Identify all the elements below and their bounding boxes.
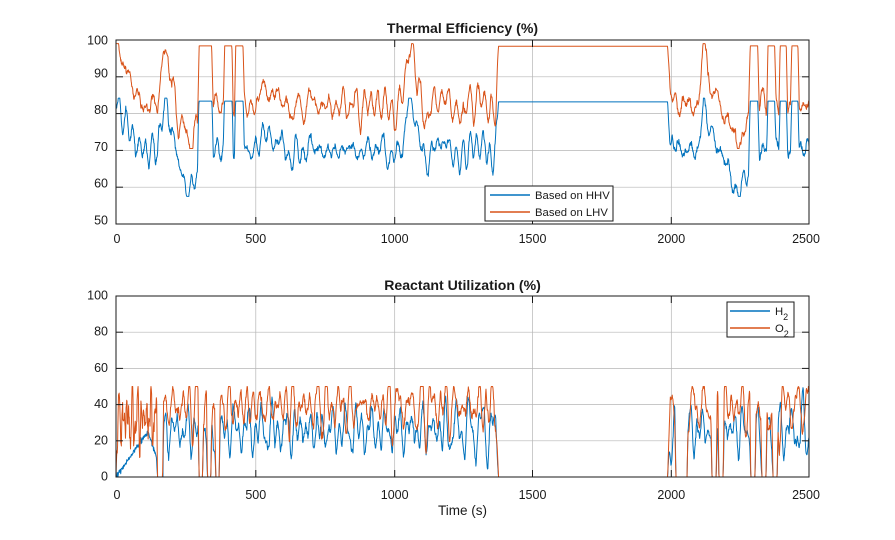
svg-text:500: 500 <box>245 232 266 246</box>
svg-text:Time (s): Time (s) <box>438 503 487 518</box>
svg-text:60: 60 <box>94 177 108 191</box>
svg-text:500: 500 <box>245 488 266 502</box>
svg-text:2000: 2000 <box>657 488 685 502</box>
svg-text:2500: 2500 <box>792 488 820 502</box>
svg-text:1000: 1000 <box>381 232 409 246</box>
svg-text:0: 0 <box>101 470 108 484</box>
svg-text:Thermal Efficiency (%): Thermal Efficiency (%) <box>387 20 538 36</box>
svg-text:0: 0 <box>114 488 121 502</box>
svg-text:1500: 1500 <box>519 488 547 502</box>
svg-text:20: 20 <box>94 433 108 447</box>
svg-text:70: 70 <box>94 140 108 154</box>
svg-text:90: 90 <box>94 66 108 80</box>
svg-text:80: 80 <box>94 325 108 339</box>
svg-text:2000: 2000 <box>657 232 685 246</box>
svg-text:100: 100 <box>87 289 108 303</box>
svg-text:1500: 1500 <box>519 232 547 246</box>
svg-text:100: 100 <box>87 34 108 48</box>
svg-text:Based on HHV: Based on HHV <box>535 190 610 202</box>
svg-text:1000: 1000 <box>381 488 409 502</box>
svg-text:50: 50 <box>94 214 108 228</box>
svg-text:60: 60 <box>94 361 108 375</box>
svg-text:Based on LHV: Based on LHV <box>535 207 608 219</box>
svg-text:40: 40 <box>94 397 108 411</box>
svg-text:80: 80 <box>94 103 108 117</box>
svg-text:Reactant Utilization (%): Reactant Utilization (%) <box>384 277 541 293</box>
svg-text:0: 0 <box>114 232 121 246</box>
svg-text:2500: 2500 <box>792 232 820 246</box>
